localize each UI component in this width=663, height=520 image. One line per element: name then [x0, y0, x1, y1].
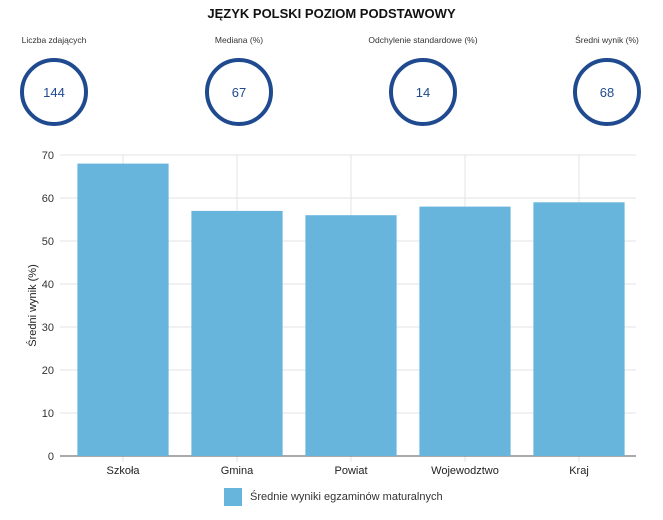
stat-stddev: Odchylenie standardowe (%) 14	[343, 34, 503, 126]
y-tick-label: 30	[42, 322, 54, 334]
y-tick-label: 50	[42, 236, 54, 248]
stat-mean: Średni wynik (%) 68	[527, 34, 663, 126]
x-tick-label: Powiat	[334, 465, 367, 477]
y-tick-label: 10	[42, 408, 54, 420]
bar-powiat	[305, 215, 397, 456]
x-tick-label: Kraj	[569, 465, 589, 477]
stat-label: Liczba zdających	[21, 35, 87, 45]
chart-legend: Średnie wyniki egzaminów maturalnych	[224, 488, 443, 506]
bar-szkoła	[77, 163, 169, 456]
bar-chart: 0 10 20 30 40 50 60 70 Szkoła Gmina Powiat Wojewodz…	[26, 150, 636, 477]
stat-label: Mediana (%)	[214, 35, 264, 45]
bar-kraj	[533, 202, 625, 456]
y-tick-label: 0	[48, 451, 54, 463]
y-axis-label: Średni wynik (%)	[26, 264, 39, 347]
y-tick-label: 70	[42, 150, 54, 162]
stat-label: Odchylenie standardowe (%)	[368, 35, 478, 45]
stat-circle: 68	[573, 58, 641, 126]
stat-circle: 144	[20, 58, 88, 126]
stat-circle: 67	[205, 58, 273, 126]
y-tick-label: 40	[42, 279, 54, 291]
stat-median: Mediana (%) 67	[159, 34, 319, 126]
stat-label: Średni wynik (%)	[575, 35, 639, 45]
bar-wojewodztwo	[419, 206, 511, 456]
legend-swatch	[224, 488, 242, 506]
page-title: JĘZYK POLSKI POZIOM PODSTAWOWY	[207, 6, 456, 21]
stat-circle: 14	[389, 58, 457, 126]
y-tick-label: 60	[42, 193, 54, 205]
x-tick-label: Gmina	[221, 465, 254, 477]
x-tick-label: Szkoła	[106, 465, 140, 477]
bar-gmina	[191, 210, 283, 456]
y-tick-label: 20	[42, 365, 54, 377]
legend-label: Średnie wyniki egzaminów maturalnych	[250, 491, 443, 503]
stat-count: Liczba zdających 144	[0, 34, 134, 126]
x-tick-label: Wojewodztwo	[431, 465, 499, 477]
